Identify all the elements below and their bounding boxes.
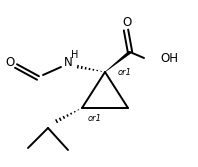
Text: or1: or1: [88, 114, 102, 123]
Polygon shape: [105, 51, 131, 72]
Text: N: N: [64, 55, 72, 68]
Text: OH: OH: [160, 51, 178, 64]
Text: H: H: [71, 50, 79, 60]
Text: or1: or1: [118, 67, 132, 76]
Text: O: O: [5, 55, 15, 68]
Text: O: O: [122, 16, 132, 29]
